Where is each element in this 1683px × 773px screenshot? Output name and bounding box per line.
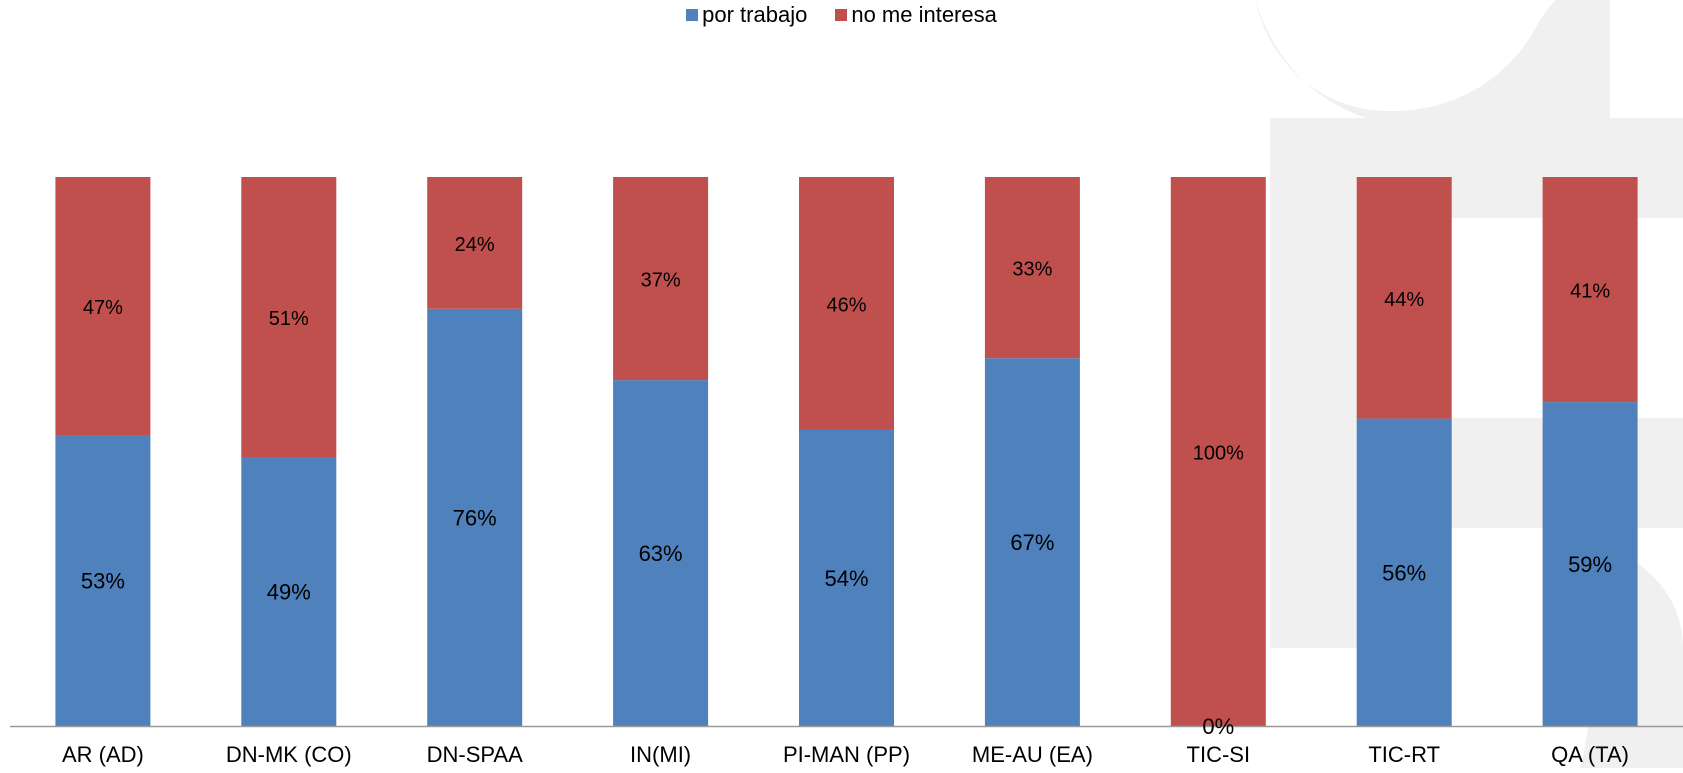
bar-no-me-interesa-6 xyxy=(1170,177,1266,726)
bar-por-trabajo-4 xyxy=(799,429,894,726)
bar-por-trabajo-5 xyxy=(984,358,1080,726)
data-label-no-me-interesa-1: 51% xyxy=(269,308,309,330)
x-tick-label-3: IN(MI) xyxy=(630,742,691,767)
bar-por-trabajo-1 xyxy=(241,457,337,726)
data-label-no-me-interesa-3: 37% xyxy=(641,270,681,292)
legend-item-por-trabajo: por trabajo xyxy=(686,2,807,28)
data-label-no-me-interesa-4: 46% xyxy=(826,294,866,316)
data-labels: 53% 47% 49% 51% 76% 24% 63% 37% 54% 46% 67% 33% 0% 10… xyxy=(81,234,1612,739)
data-label-por-trabajo-6: 0% xyxy=(1202,714,1234,739)
x-tick-label-6: TIC-SI xyxy=(1187,742,1251,767)
data-label-no-me-interesa-5: 33% xyxy=(1012,259,1052,281)
data-label-por-trabajo-4: 54% xyxy=(824,566,868,591)
bar-por-trabajo-3 xyxy=(613,380,709,726)
bar-no-me-interesa-2 xyxy=(427,177,523,309)
legend-label-por-trabajo: por trabajo xyxy=(702,2,808,27)
data-label-por-trabajo-1: 49% xyxy=(267,580,311,605)
x-tick-label-0: AR (AD) xyxy=(62,742,144,767)
legend-item-no-me-interesa: no me interesa xyxy=(835,2,997,28)
x-tick-label-1: DN-MK (CO) xyxy=(226,742,352,767)
legend: por trabajo no me interesa xyxy=(0,2,1683,28)
data-label-no-me-interesa-6: 100% xyxy=(1193,443,1244,465)
data-label-no-me-interesa-0: 47% xyxy=(83,297,123,319)
x-tick-label-4: PI-MAN (PP) xyxy=(783,742,910,767)
data-label-por-trabajo-7: 56% xyxy=(1382,560,1426,585)
bar-por-trabajo-7 xyxy=(1356,418,1452,726)
x-tick-label-7: TIC-RT xyxy=(1368,742,1440,767)
data-label-no-me-interesa-7: 44% xyxy=(1384,289,1424,311)
x-tick-label-8: QA (TA) xyxy=(1551,742,1629,767)
data-label-por-trabajo-5: 67% xyxy=(1010,530,1054,555)
x-tick-label-2: DN-SPAA xyxy=(427,742,523,767)
data-label-por-trabajo-2: 76% xyxy=(453,505,497,530)
bars xyxy=(55,177,1638,726)
bar-no-me-interesa-5 xyxy=(984,177,1080,359)
legend-label-no-me-interesa: no me interesa xyxy=(851,2,997,27)
bar-no-me-interesa-1 xyxy=(241,177,337,457)
legend-swatch-por-trabajo xyxy=(686,9,699,21)
bar-no-me-interesa-4 xyxy=(799,177,894,430)
bar-por-trabajo-2 xyxy=(427,308,523,726)
bar-no-me-interesa-7 xyxy=(1356,177,1452,419)
data-label-por-trabajo-8: 59% xyxy=(1568,552,1612,577)
bar-no-me-interesa-0 xyxy=(55,177,151,435)
data-label-por-trabajo-0: 53% xyxy=(81,569,125,594)
bar-no-me-interesa-3 xyxy=(613,177,709,381)
bar-por-trabajo-0 xyxy=(55,435,151,726)
bar-por-trabajo-8 xyxy=(1542,402,1638,726)
data-label-no-me-interesa-2: 24% xyxy=(455,234,495,256)
bar-no-me-interesa-8 xyxy=(1542,177,1638,403)
x-tick-label-5: ME-AU (EA) xyxy=(972,742,1093,767)
legend-swatch-no-me-interesa xyxy=(835,9,848,21)
x-tick-labels: AR (AD) DN-MK (CO) DN-SPAA IN(MI) PI-MAN (PP… xyxy=(62,742,1629,767)
data-label-por-trabajo-3: 63% xyxy=(639,541,683,566)
data-label-no-me-interesa-8: 41% xyxy=(1570,281,1610,303)
